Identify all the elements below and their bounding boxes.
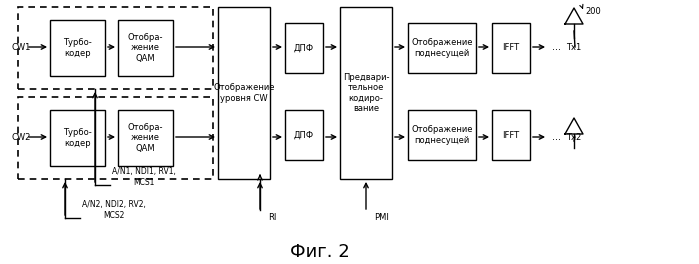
Text: PMI: PMI xyxy=(374,214,389,223)
Text: A/N2, NDI2, RV2,
MCS2: A/N2, NDI2, RV2, MCS2 xyxy=(82,200,146,220)
Bar xyxy=(408,23,476,73)
Text: Турбо-
кодер: Турбо- кодер xyxy=(63,38,92,58)
Text: ДПФ: ДПФ xyxy=(294,130,314,139)
Text: Отображение
поднесущей: Отображение поднесущей xyxy=(411,125,473,145)
Text: Tx1: Tx1 xyxy=(566,43,582,51)
Text: Отобра-
жение
QAM: Отобра- жение QAM xyxy=(128,33,164,63)
Bar xyxy=(118,110,173,166)
Text: RI: RI xyxy=(268,214,276,223)
Text: ...: ... xyxy=(552,132,561,142)
Bar xyxy=(50,110,105,166)
Bar xyxy=(492,23,530,73)
Bar xyxy=(118,20,173,76)
Text: 200: 200 xyxy=(585,7,600,16)
Bar xyxy=(18,7,213,89)
Text: CW2: CW2 xyxy=(12,133,31,142)
Text: ...: ... xyxy=(552,42,561,52)
Text: Отобра-
жение
QAM: Отобра- жение QAM xyxy=(128,123,164,153)
Bar xyxy=(340,7,392,179)
Text: CW1: CW1 xyxy=(12,43,31,51)
Text: Отображение
поднесущей: Отображение поднесущей xyxy=(411,38,473,58)
Bar xyxy=(492,110,530,160)
Bar xyxy=(285,110,323,160)
Bar xyxy=(218,7,270,179)
Text: Предвари-
тельное
кодиро-
вание: Предвари- тельное кодиро- вание xyxy=(343,73,389,113)
Bar xyxy=(18,97,213,179)
Text: Отображение
уровня CW: Отображение уровня CW xyxy=(213,83,275,103)
Text: Tx2: Tx2 xyxy=(566,133,582,142)
Bar xyxy=(50,20,105,76)
Text: ДПФ: ДПФ xyxy=(294,44,314,53)
Text: Фиг. 2: Фиг. 2 xyxy=(289,243,350,261)
Text: IFFT: IFFT xyxy=(503,44,519,53)
Bar xyxy=(285,23,323,73)
Bar xyxy=(408,110,476,160)
Text: A/N1, NDI1, RV1,
MCS1: A/N1, NDI1, RV1, MCS1 xyxy=(112,167,176,187)
Text: Турбо-
кодер: Турбо- кодер xyxy=(63,128,92,148)
Text: IFFT: IFFT xyxy=(503,130,519,139)
